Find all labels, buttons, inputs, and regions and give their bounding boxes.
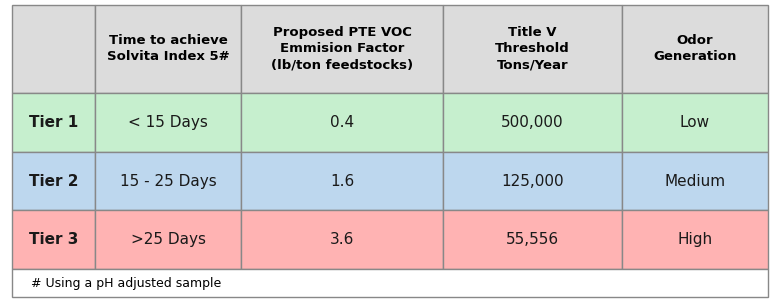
Text: Odor
Generation: Odor Generation [654, 34, 736, 63]
Bar [12, 269, 768, 297]
Bar [622, 152, 768, 210]
Text: 3.6: 3.6 [330, 232, 355, 247]
Text: 0.4: 0.4 [331, 115, 355, 130]
Text: Title V
Threshold
Tons/Year: Title V Threshold Tons/Year [495, 26, 570, 71]
Text: 125,000: 125,000 [502, 174, 564, 188]
Text: >25 Days: >25 Days [131, 232, 206, 247]
Text: 15 - 25 Days: 15 - 25 Days [120, 174, 217, 188]
Bar [242, 152, 444, 210]
Bar [95, 210, 242, 269]
Text: 1.6: 1.6 [331, 174, 355, 188]
Bar [242, 210, 444, 269]
Text: # Using a pH adjusted sample: # Using a pH adjusted sample [31, 277, 222, 290]
Bar [12, 152, 95, 210]
Text: Low: Low [680, 115, 710, 130]
Text: < 15 Days: < 15 Days [128, 115, 208, 130]
Text: Tier 3: Tier 3 [29, 232, 78, 247]
Bar [444, 152, 622, 210]
Text: Tier 2: Tier 2 [29, 174, 78, 188]
Bar [444, 210, 622, 269]
Bar [95, 5, 242, 93]
Text: 55,556: 55,556 [506, 232, 559, 247]
Bar [12, 5, 95, 93]
Bar [622, 5, 768, 93]
Bar [95, 93, 242, 152]
Text: Proposed PTE VOC
Emmision Factor
(lb/ton feedstocks): Proposed PTE VOC Emmision Factor (lb/ton… [271, 26, 413, 71]
Bar [622, 210, 768, 269]
Text: Medium: Medium [665, 174, 725, 188]
Text: High: High [678, 232, 713, 247]
Bar [622, 93, 768, 152]
Bar [12, 93, 95, 152]
Text: 500,000: 500,000 [502, 115, 564, 130]
Bar [242, 5, 444, 93]
Bar [12, 210, 95, 269]
Bar [242, 93, 444, 152]
Text: Time to achieve
Solvita Index 5#: Time to achieve Solvita Index 5# [107, 34, 229, 63]
Text: Tier 1: Tier 1 [29, 115, 78, 130]
Bar [444, 93, 622, 152]
Bar [95, 152, 242, 210]
Bar [444, 5, 622, 93]
